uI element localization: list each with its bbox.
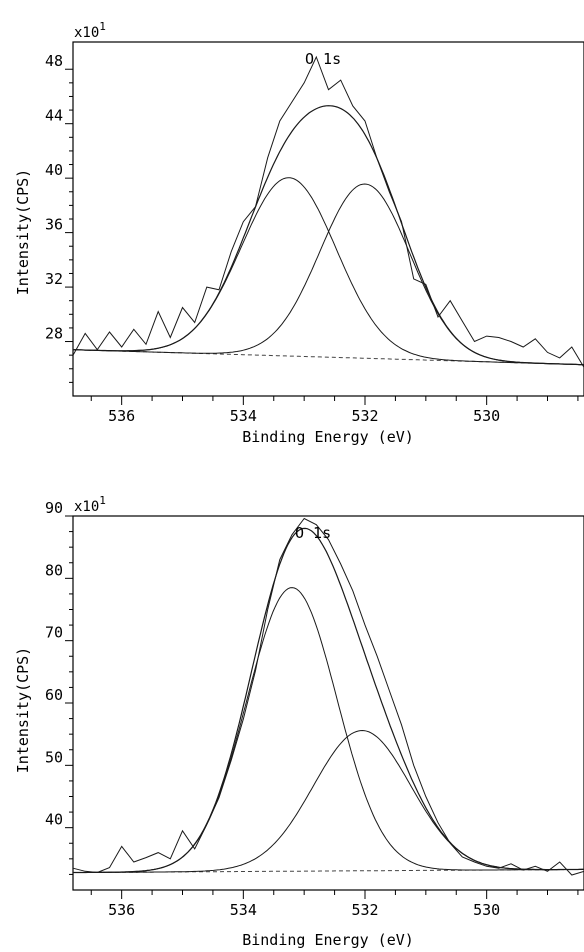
fit-peak-curve-2 [72,183,584,366]
x-axis: 536 534 532 530 [90,890,579,919]
x-tick-label: 532 [351,901,378,919]
peak-label: O 1s [305,50,341,68]
fit-peak-curve-2 [73,729,584,873]
y-tick-label: 80 [45,561,63,579]
x-tick-label: 530 [473,407,500,425]
x-axis-title: Binding Energy (eV) [242,428,414,446]
y-axis: 28 32 36 40 44 48 [45,52,73,383]
x-tick-label: 536 [108,407,135,425]
y-axis: 40 50 60 70 80 90 [45,499,73,875]
fit-envelope-curve [72,105,584,366]
x-tick-label: 534 [230,407,257,425]
y-tick-label: 32 [45,270,63,288]
fit-peak-curve-1 [72,177,584,366]
y-tick-label: 36 [45,216,63,234]
y-tick-label: 44 [45,107,63,125]
fit-envelope-curve [73,527,584,874]
x-axis-title: Binding Energy (eV) [242,931,414,949]
raw-data-line [72,55,584,368]
x-tick-label: 534 [230,901,257,919]
y-tick-label: 70 [45,624,63,642]
peak-label: O 1s [295,524,331,542]
raw-data-line [72,517,584,876]
plot-frame [72,41,584,397]
y-tick-label: 48 [45,52,63,70]
x-tick-label: 530 [473,901,500,919]
fit-peak-curve-1 [73,587,584,873]
y-multiplier-label: x101 [74,494,106,515]
x-axis: 536 534 532 530 [90,396,579,425]
chart-panel-bottom: 40 50 60 70 80 90 536 534 532 530 O 1s x101 Inte… [14,494,584,949]
y-tick-label: 60 [45,686,63,704]
y-tick-label: 40 [45,811,63,829]
chart-panel-top: 28 32 36 40 44 48 536 534 532 530 O 1s x101 Inte… [14,20,584,446]
plot-frame [72,515,584,891]
x-tick-label: 536 [108,901,135,919]
y-axis-title: Intensity(CPS) [14,169,32,295]
y-tick-label: 90 [45,499,63,517]
y-tick-label: 40 [45,161,63,179]
y-tick-label: 50 [45,748,63,766]
y-axis-title: Intensity(CPS) [14,647,32,773]
y-tick-label: 28 [45,325,63,343]
x-tick-label: 532 [351,407,378,425]
y-multiplier-label: x101 [74,20,106,41]
